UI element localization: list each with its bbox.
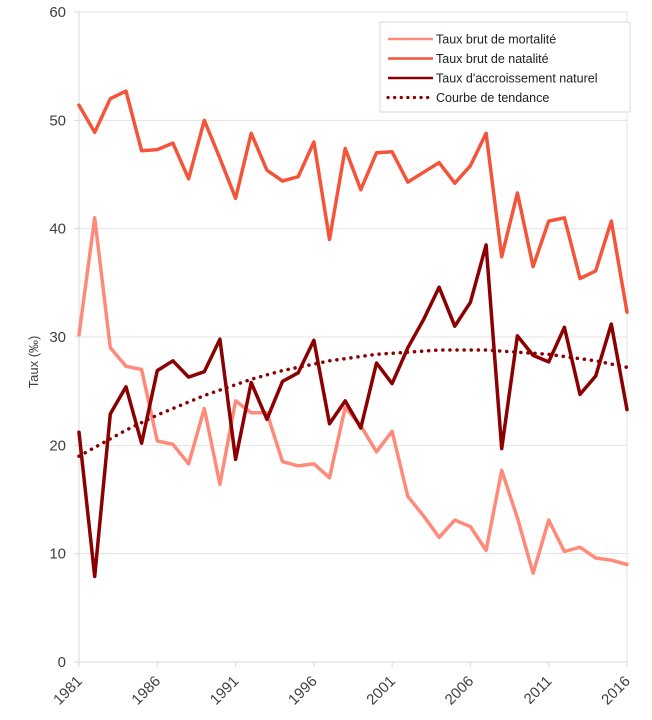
y-tick-label: 10 [49, 546, 66, 563]
x-tick-labels: 1981 1986 1991 1996 2001 2006 2011 2016 [50, 673, 634, 709]
x-tick-label: 1986 [128, 673, 164, 709]
series-line-taux-brut-de-natalit [77, 89, 629, 314]
legend-label: Taux d'accroissement naturel [436, 72, 598, 86]
x-tick-label: 2006 [442, 673, 478, 709]
x-tick-label: 1991 [207, 673, 243, 709]
series-lines [77, 89, 629, 579]
axes [74, 11, 628, 667]
y-tick-label: 30 [49, 329, 66, 346]
y-tick-label: 20 [49, 437, 66, 454]
y-tick-label: 40 [49, 221, 66, 238]
series-line-courbe-de-tendance [77, 348, 629, 458]
legend: Taux brut de mortalité Taux brut de natal… [379, 21, 631, 113]
x-tick-label: 2016 [598, 673, 634, 709]
y-tick-label: 0 [58, 654, 66, 671]
x-tick-label: 2011 [521, 673, 556, 708]
legend-label: Courbe de tendance [436, 91, 549, 105]
y-tick-label: 60 [49, 4, 66, 21]
legend-label: Taux brut de mortalité [436, 33, 556, 47]
y-tick-labels: 0 10 20 30 40 50 60 [49, 4, 66, 671]
x-tick-label: 2001 [363, 673, 399, 709]
x-tick-label: 1981 [50, 673, 86, 709]
series-line-taux-d-accroissement-naturel [77, 243, 629, 579]
y-axis-title: Taux (‰) [26, 336, 41, 389]
y-tick-label: 50 [49, 112, 66, 129]
legend-label: Taux brut de natalité [436, 52, 549, 66]
x-tick-label: 1996 [285, 673, 321, 709]
series-line-taux-brut-de-mortalit [77, 216, 629, 575]
